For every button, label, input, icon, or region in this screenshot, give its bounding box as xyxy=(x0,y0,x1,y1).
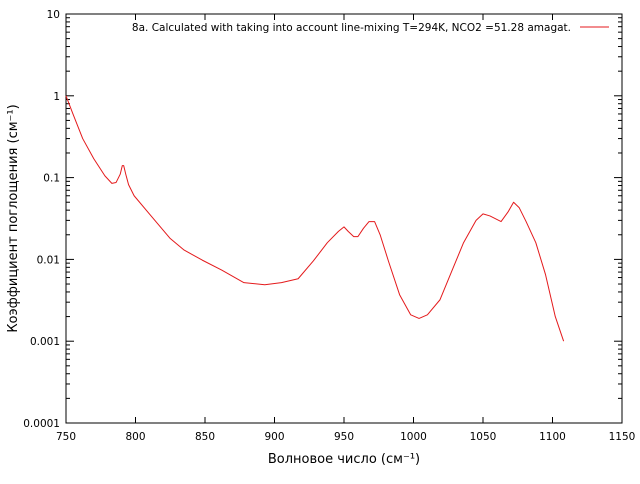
plot-frame-group xyxy=(65,13,623,424)
data-point xyxy=(452,269,453,270)
y-tick-label: 0.0001 xyxy=(23,418,60,430)
data-point xyxy=(357,236,358,237)
data-point xyxy=(184,249,185,250)
x-tick-label: 1000 xyxy=(400,431,427,443)
data-point xyxy=(93,158,94,159)
data-point xyxy=(439,299,440,300)
x-tick-label: 800 xyxy=(125,431,145,443)
legend: 8a. Calculated with taking into account … xyxy=(132,22,609,34)
data-point xyxy=(128,184,129,185)
data-point xyxy=(555,316,556,317)
data-point xyxy=(82,138,83,139)
data-point xyxy=(513,202,514,203)
data-point xyxy=(243,282,244,283)
x-tick-label: 850 xyxy=(195,431,215,443)
y-axis-label: Коэффициент поглощения (см⁻¹) xyxy=(6,104,21,332)
data-point xyxy=(221,269,222,270)
y-tick-label: 10 xyxy=(47,9,60,21)
x-tick-label: 1150 xyxy=(609,431,636,443)
data-point xyxy=(399,294,400,295)
x-tick-label: 1050 xyxy=(470,431,497,443)
data-point xyxy=(202,260,203,261)
data-point xyxy=(327,242,328,243)
data-point xyxy=(123,165,124,166)
data-point xyxy=(500,221,501,222)
data-point xyxy=(343,226,344,227)
data-point xyxy=(111,183,112,184)
data-point xyxy=(507,211,508,212)
data-point xyxy=(65,95,66,96)
series-group xyxy=(65,95,565,342)
x-axis-ticks: 750 800 850 900 950 1000 1050 1100 1150 xyxy=(56,14,635,443)
data-point xyxy=(149,213,150,214)
x-tick-label: 900 xyxy=(264,431,284,443)
data-point xyxy=(535,242,536,243)
data-point xyxy=(115,182,116,183)
data-point xyxy=(120,174,121,175)
x-tick-label: 950 xyxy=(334,431,354,443)
plot-frame xyxy=(65,13,623,424)
y-axis-ticks: 0.0001 0.001 0.01 0.1 1 10 xyxy=(23,9,622,430)
data-point xyxy=(525,221,526,222)
data-point xyxy=(519,207,520,208)
y-tick-label: 0.1 xyxy=(43,173,60,185)
data-point xyxy=(353,236,354,237)
data-point xyxy=(170,238,171,239)
data-point xyxy=(368,221,369,222)
data-point xyxy=(281,282,282,283)
data-point xyxy=(122,165,123,166)
data-point xyxy=(348,231,349,232)
data-point xyxy=(410,314,411,315)
data-point xyxy=(104,175,105,176)
data-point xyxy=(72,113,73,114)
y-tick-label: 0.001 xyxy=(30,336,60,348)
data-point xyxy=(563,341,564,342)
data-point xyxy=(463,242,464,243)
data-point xyxy=(388,261,389,262)
data-point xyxy=(125,174,126,175)
data-point xyxy=(475,220,476,221)
data-point xyxy=(482,213,483,214)
data-point xyxy=(298,278,299,279)
y-tick-label: 0.01 xyxy=(37,254,60,266)
data-point xyxy=(264,284,265,285)
data-point xyxy=(313,260,314,261)
data-point xyxy=(418,318,419,319)
data-point xyxy=(338,231,339,232)
x-axis-label: Волновое число (см⁻¹) xyxy=(268,452,420,467)
data-point xyxy=(374,221,375,222)
data-point xyxy=(545,274,546,275)
x-tick-label: 1100 xyxy=(539,431,566,443)
data-point xyxy=(489,215,490,216)
data-point xyxy=(363,228,364,229)
data-point xyxy=(380,234,381,235)
series-line xyxy=(65,95,565,342)
legend-label: 8a. Calculated with taking into account … xyxy=(132,22,571,34)
data-point xyxy=(134,195,135,196)
y-tick-label: 1 xyxy=(53,91,60,103)
data-point xyxy=(427,314,428,315)
x-tick-label: 750 xyxy=(56,431,76,443)
